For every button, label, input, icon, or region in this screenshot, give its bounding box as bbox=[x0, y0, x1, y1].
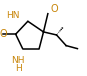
Text: O: O bbox=[0, 29, 8, 39]
Text: O: O bbox=[50, 4, 58, 14]
Text: NH: NH bbox=[11, 56, 24, 65]
Text: HN: HN bbox=[6, 11, 19, 20]
Text: H: H bbox=[15, 64, 22, 73]
